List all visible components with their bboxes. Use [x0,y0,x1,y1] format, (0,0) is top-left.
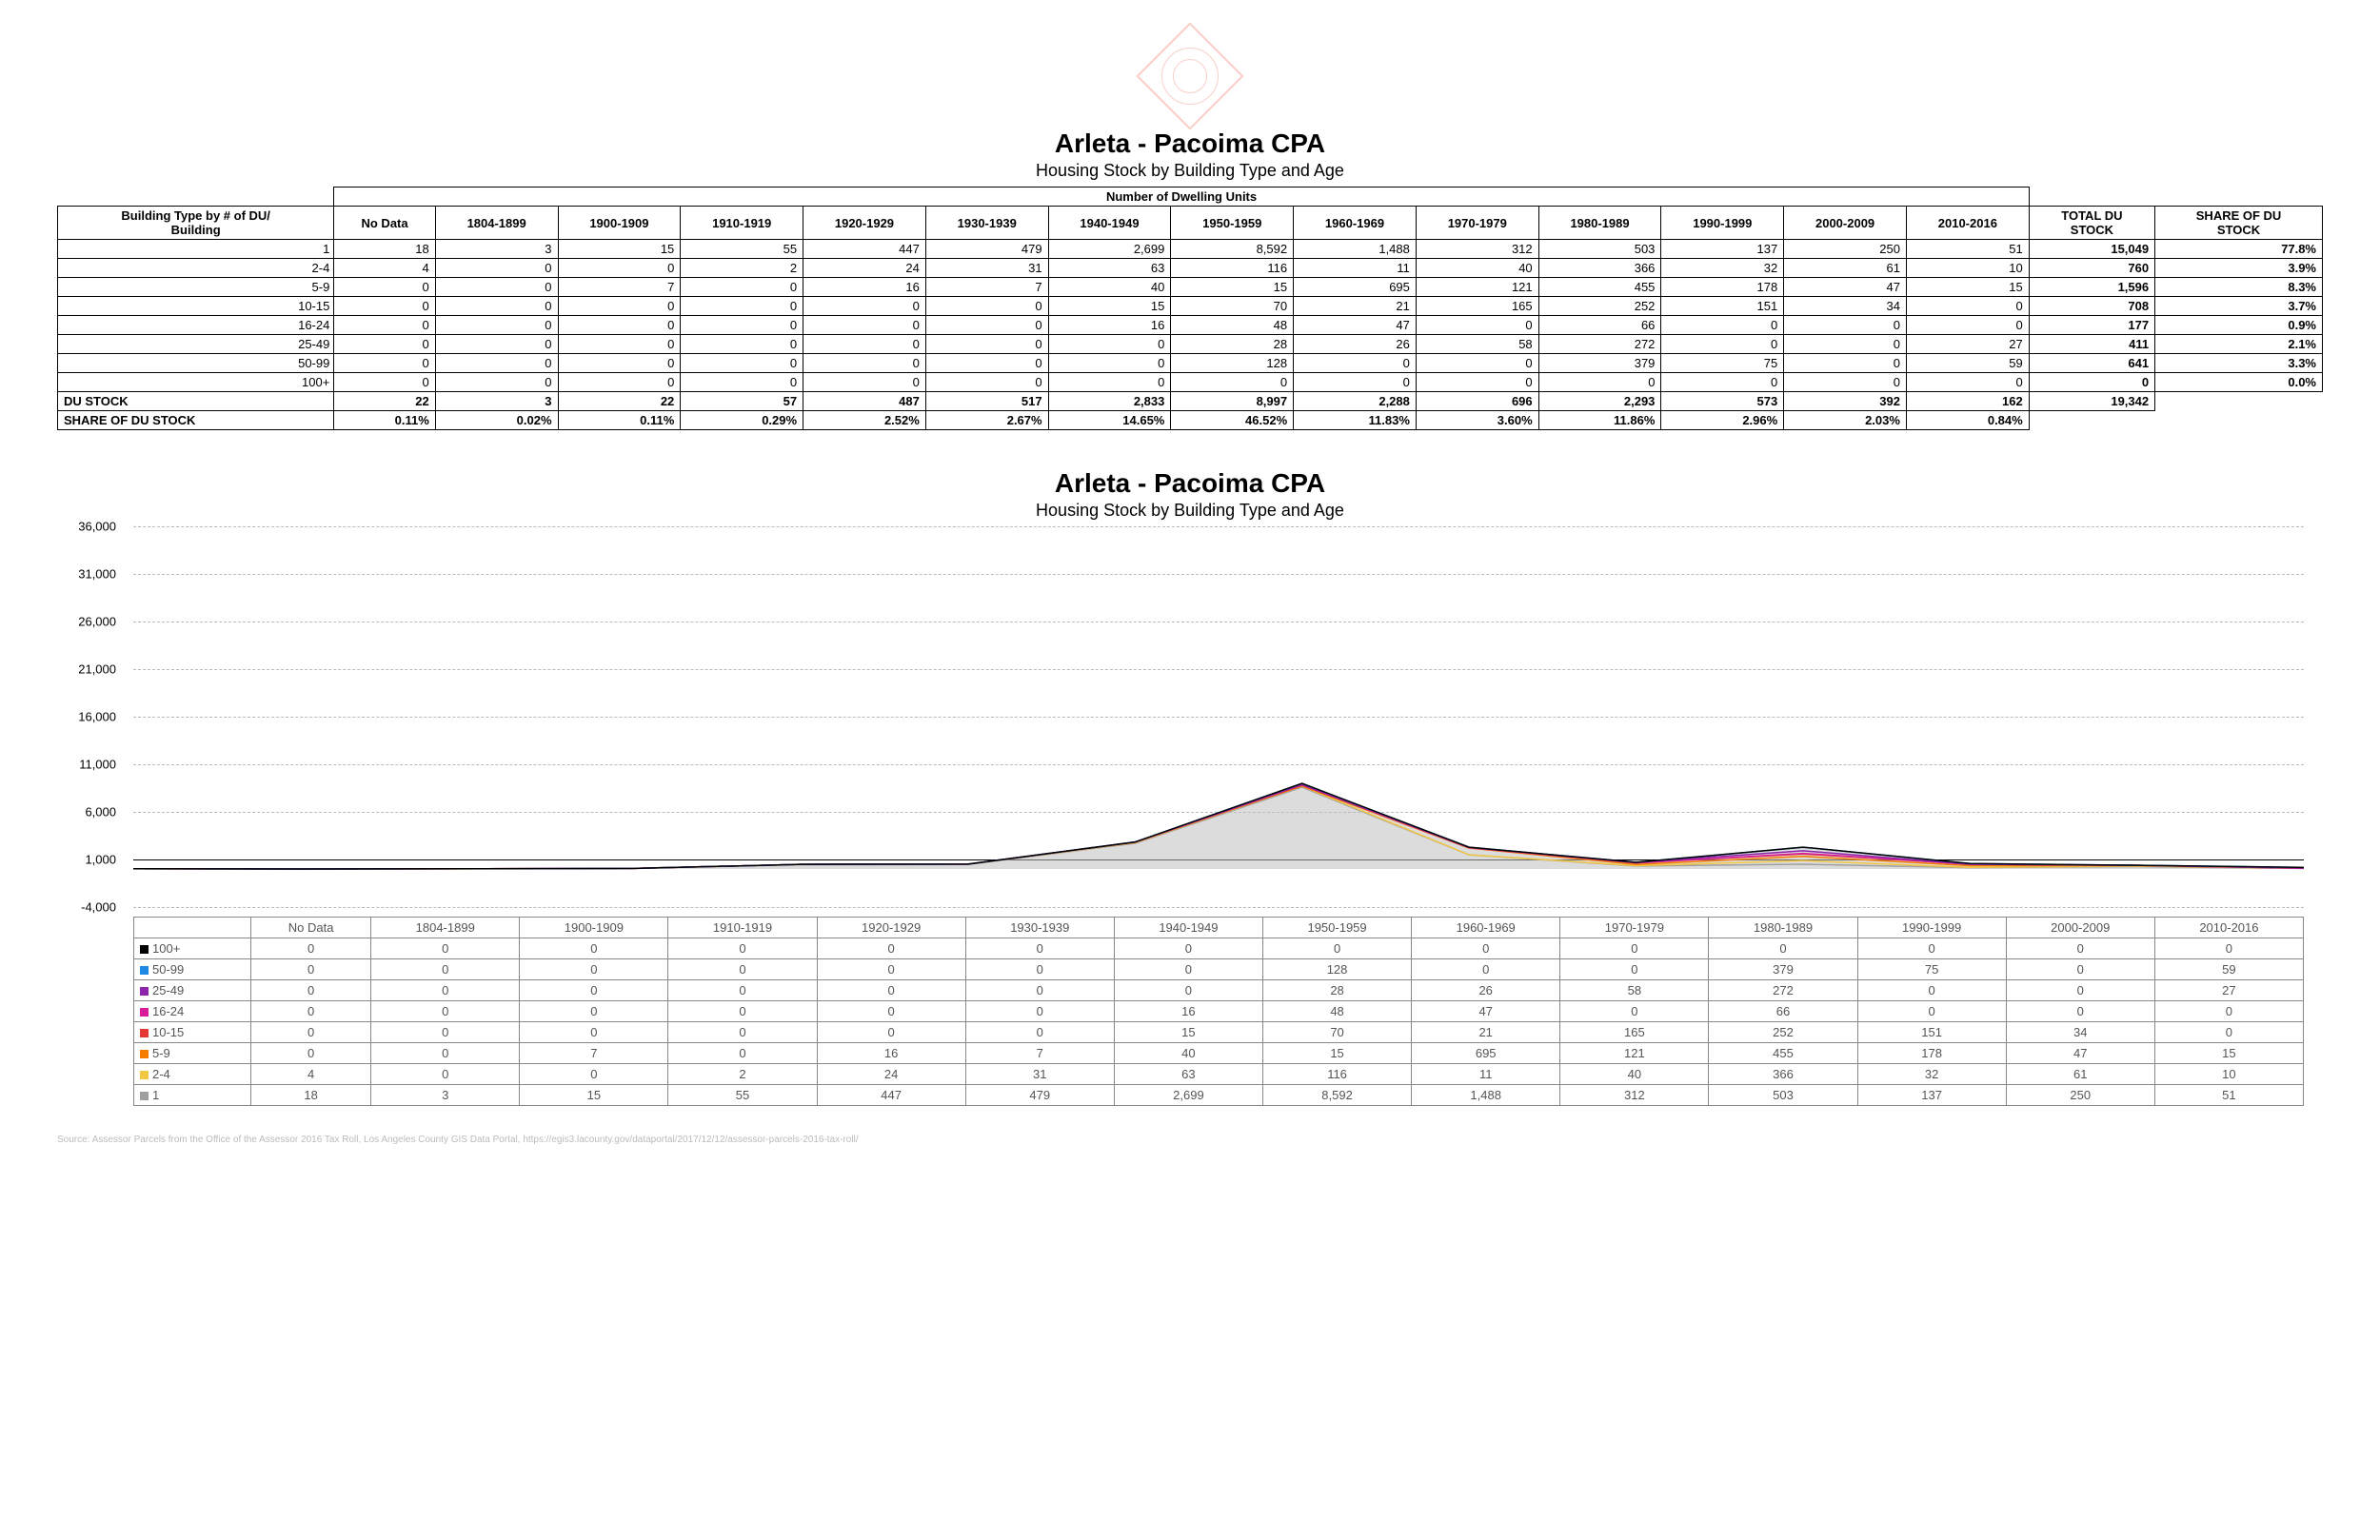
y-tick-label: 31,000 [78,567,116,582]
legend-col-header: 2000-2009 [2006,918,2154,938]
y-tick-label: 36,000 [78,520,116,534]
du-stock-row: DU STOCK22322574875172,8338,9972,2886962… [58,392,2323,411]
col-header: 1804-1899 [435,207,558,240]
col-header: 1990-1999 [1661,207,1784,240]
y-tick-label: 1,000 [85,853,116,867]
chart-data-table: No Data1804-18991900-19091910-19191920-1… [133,917,2304,1106]
chart-title: Arleta - Pacoima CPA [57,468,2323,499]
legend-row: 50-9900000001280037975059 [134,959,2304,980]
col-header: No Data [334,207,435,240]
legend-row: 25-4900000002826582720027 [134,980,2304,1001]
col-header: 1920-1929 [803,207,926,240]
span-header: Number of Dwelling Units [334,188,2029,207]
table-row: 50-99000000012800379750596413.3% [58,354,2323,373]
row-header-label: Building Type by # of DU/ Building [58,207,334,240]
housing-stock-table: Number of Dwelling UnitsBuilding Type by… [57,187,2323,430]
col-header: 2010-2016 [1906,207,2029,240]
legend-swatch [140,1092,149,1100]
logo [57,38,2323,119]
table-row: 118315554474792,6998,5921,48831250313725… [58,240,2323,259]
col-header: 1910-1919 [681,207,803,240]
legend-swatch [140,987,149,996]
legend-col-header: 1900-1909 [520,918,668,938]
col-header: 1980-1989 [1538,207,1661,240]
legend-col-header: 1980-1989 [1709,918,1857,938]
legend-swatch [140,945,149,954]
legend-row: 5-9007016740156951214551784715 [134,1043,2304,1064]
legend-swatch [140,1008,149,1017]
y-tick-label: 6,000 [85,805,116,819]
col-header: 1940-1949 [1048,207,1171,240]
y-tick-label: 21,000 [78,662,116,677]
legend-row: 10-15000000157021165252151340 [134,1022,2304,1043]
legend-col-header: 1990-1999 [1857,918,2006,938]
col-header: 1960-1969 [1294,207,1417,240]
table-row: 10-150000001570211652521513407083.7% [58,297,2323,316]
table-row: 5-90070167401569512145517847151,5968.3% [58,278,2323,297]
legend-col-header: 1920-1929 [817,918,965,938]
table-row: 100+0000000000000000.0% [58,373,2323,392]
legend-row: 100+00000000000000 [134,938,2304,959]
table-row: 2-4400224316311611403663261107603.9% [58,259,2323,278]
legend-col-header: No Data [251,918,371,938]
source-citation: Source: Assessor Parcels from the Office… [57,1135,2323,1145]
legend-swatch [140,1071,149,1079]
legend-col-header: 1970-1979 [1560,918,1709,938]
y-tick-label: 26,000 [78,615,116,629]
page-subtitle: Housing Stock by Building Type and Age [57,161,2323,181]
table-row: 16-240000001648470660001770.9% [58,316,2323,335]
stacked-area-chart: 36,00031,00026,00021,00016,00011,0006,00… [57,526,2323,907]
legend-col-header: 1940-1949 [1114,918,1262,938]
legend-row: 16-24000000164847066000 [134,1001,2304,1022]
col-header: 2000-2009 [1784,207,1907,240]
col-header: 1930-1939 [925,207,1048,240]
table-row: 25-49000000028265827200274112.1% [58,335,2323,354]
chart-subtitle: Housing Stock by Building Type and Age [57,501,2323,521]
legend-col-header: 1930-1939 [965,918,1114,938]
y-tick-label: -4,000 [81,900,116,915]
legend-col-header: 2010-2016 [2154,918,2303,938]
col-header: 1900-1909 [558,207,681,240]
legend-swatch [140,1029,149,1037]
page-title: Arleta - Pacoima CPA [57,128,2323,159]
legend-swatch [140,1050,149,1058]
legend-col-header: 1804-1899 [371,918,520,938]
share-row: SHARE OF DU STOCK0.11%0.02%0.11%0.29%2.5… [58,411,2323,430]
col-header: 1950-1959 [1171,207,1294,240]
legend-col-header: 1950-1959 [1262,918,1411,938]
legend-row: 118315554474792,6998,5921,48831250313725… [134,1085,2304,1106]
legend-row: 2-440022431631161140366326110 [134,1064,2304,1085]
y-tick-label: 16,000 [78,710,116,724]
y-tick-label: 11,000 [79,758,116,772]
legend-col-header: 1960-1969 [1412,918,1560,938]
legend-swatch [140,966,149,975]
col-header: 1970-1979 [1416,207,1538,240]
legend-col-header: 1910-1919 [668,918,817,938]
